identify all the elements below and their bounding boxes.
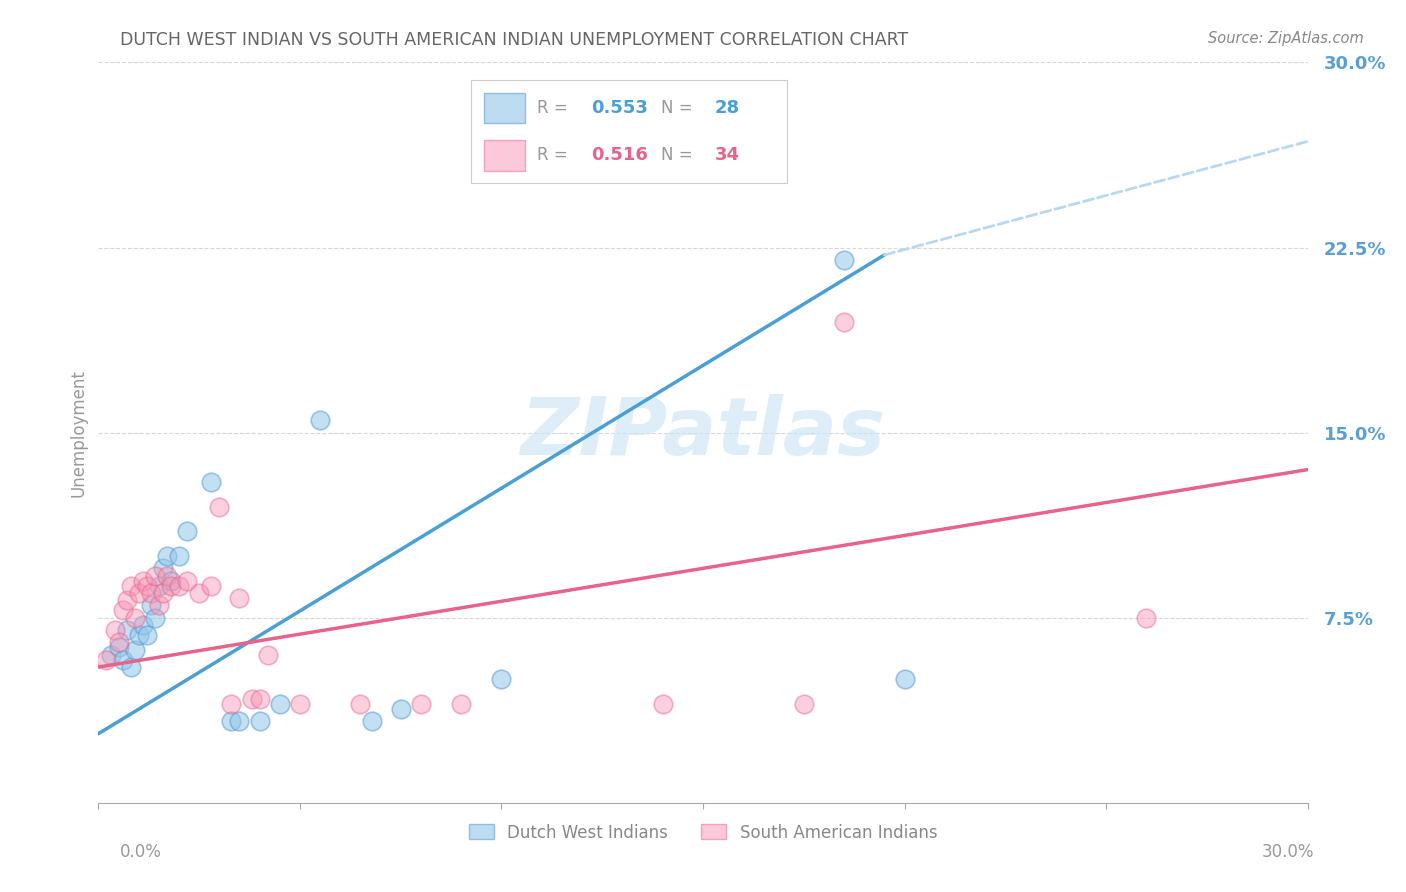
Point [228,591,250,605]
Text: 28: 28 [714,99,740,117]
Point [111,653,134,667]
Point [309,413,332,427]
Point [651,697,673,711]
Point [128,586,150,600]
Text: 30.0%: 30.0% [1263,843,1315,861]
Point [103,623,125,637]
Point [491,673,513,687]
Point [793,697,815,711]
Point [115,623,138,637]
Point [249,692,271,706]
Point [156,568,179,582]
Point [107,640,129,655]
Y-axis label: Unemployment: Unemployment [69,368,87,497]
Point [148,579,170,593]
Text: N =: N = [661,146,697,164]
Point [120,579,142,593]
Text: 0.0%: 0.0% [120,843,162,861]
Point [148,599,170,613]
Point [156,549,179,563]
Point [228,714,250,729]
Point [221,714,243,729]
Point [115,593,138,607]
Point [200,579,222,593]
Text: DUTCH WEST INDIAN VS SOUTH AMERICAN INDIAN UNEMPLOYMENT CORRELATION CHART: DUTCH WEST INDIAN VS SOUTH AMERICAN INDI… [120,31,908,49]
Bar [484,140,524,170]
Point [221,697,243,711]
Legend: Dutch West Indians, South American Indians: Dutch West Indians, South American India… [460,815,946,850]
Point [143,568,166,582]
Point [893,673,915,687]
Point [832,252,855,267]
Point [132,618,155,632]
Point [167,549,190,563]
Text: 0.553: 0.553 [592,99,648,117]
Point [135,579,157,593]
Point [176,524,198,539]
Text: Source: ZipAtlas.com: Source: ZipAtlas.com [1208,31,1364,46]
Point [409,697,432,711]
Text: ZIPatlas: ZIPatlas [520,393,886,472]
Point [128,628,150,642]
Point [832,314,855,328]
Point [256,648,278,662]
Point [143,610,166,624]
Point [200,475,222,489]
Point [450,697,472,711]
Point [135,628,157,642]
Point [160,574,183,588]
Point [107,635,129,649]
Point [124,642,146,657]
Point [389,702,412,716]
Text: R =: R = [537,146,574,164]
Text: R =: R = [537,99,574,117]
Bar [484,93,524,123]
Point [361,714,384,729]
Point [176,574,198,588]
Point [152,586,174,600]
Point [249,714,271,729]
Point [139,586,162,600]
Point [100,648,122,662]
Point [132,574,155,588]
Point [349,697,371,711]
Point [208,500,231,514]
Point [269,697,291,711]
Point [152,561,174,575]
Point [160,579,183,593]
Point [111,603,134,617]
Point [139,599,162,613]
Point [120,660,142,674]
Point [167,579,190,593]
Point [124,610,146,624]
Text: N =: N = [661,99,697,117]
Point [1135,610,1157,624]
Point [288,697,311,711]
Text: 0.516: 0.516 [592,146,648,164]
Point [96,653,118,667]
Text: 34: 34 [714,146,740,164]
Point [240,692,263,706]
Point [188,586,211,600]
